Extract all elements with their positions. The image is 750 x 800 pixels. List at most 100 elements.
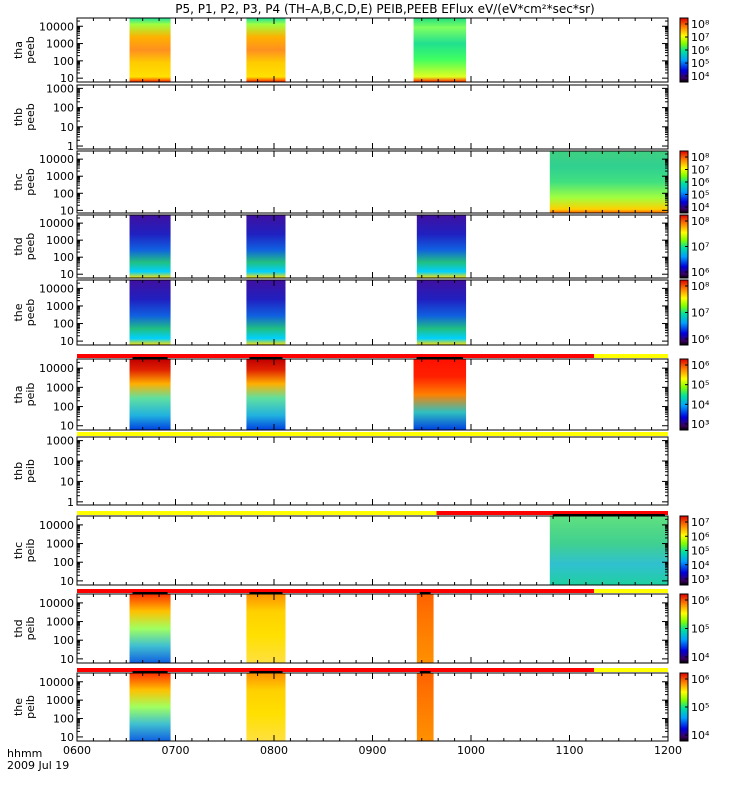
y-tick-label: 1000 bbox=[46, 300, 74, 313]
x-tick-label: 0600 bbox=[63, 744, 91, 757]
colorbar-label: 10⁸ bbox=[691, 215, 710, 228]
burst-marker bbox=[132, 592, 168, 594]
colorbar bbox=[679, 358, 689, 431]
spectrogram-burst bbox=[246, 215, 286, 278]
spectrogram-burst bbox=[416, 280, 467, 345]
spectrogram-burst bbox=[246, 18, 286, 82]
panel-product-label: peib bbox=[24, 617, 37, 641]
figure-title: P5, P1, P2, P3, P4 (TH–A,B,C,D,E) PEIB,P… bbox=[175, 2, 594, 16]
x-tick-label: 1100 bbox=[556, 744, 584, 757]
spectrogram-burst bbox=[129, 359, 171, 430]
panel-probe-label: thd bbox=[12, 619, 25, 637]
status-bar-segment bbox=[77, 511, 437, 515]
spectrogram-burst bbox=[129, 673, 171, 741]
y-tick-label: 10000 bbox=[39, 676, 74, 689]
colorbar-label: 10⁷ bbox=[691, 31, 709, 44]
burst-marker bbox=[419, 592, 431, 594]
burst-marker bbox=[132, 357, 168, 359]
y-tick-label: 100 bbox=[53, 251, 74, 264]
y-tick-label: 10 bbox=[60, 575, 74, 588]
panel-probe-label: thc bbox=[12, 542, 25, 559]
colorbar-label: 10⁵ bbox=[691, 701, 709, 714]
colorbar-label: 10⁶ bbox=[691, 266, 710, 279]
spectrogram-burst bbox=[413, 18, 467, 82]
colorbar-label: 10⁶ bbox=[691, 176, 710, 189]
spectrogram-burst bbox=[246, 673, 286, 741]
colorbar-label: 10⁷ bbox=[691, 307, 709, 320]
colorbar-label: 10⁵ bbox=[691, 545, 709, 558]
y-tick-label: 100 bbox=[53, 318, 74, 331]
spectrogram-burst bbox=[129, 280, 171, 345]
y-tick-label: 1000 bbox=[46, 234, 74, 247]
colorbar-label: 10⁴ bbox=[691, 70, 710, 83]
colorbar-label: 10⁴ bbox=[691, 729, 710, 742]
colorbar-label: 10⁶ bbox=[691, 359, 710, 372]
colorbar-label: 10⁶ bbox=[691, 594, 710, 607]
status-bar-segment bbox=[594, 589, 668, 593]
panel-product-label: peib bbox=[24, 459, 37, 483]
y-tick-label: 10000 bbox=[39, 362, 74, 375]
y-tick-label: 10 bbox=[60, 72, 74, 85]
colorbar-label: 10⁸ bbox=[691, 18, 710, 31]
panel-product-label: peeb bbox=[24, 103, 37, 131]
spectrogram-burst bbox=[129, 594, 171, 663]
spectrogram-burst bbox=[413, 359, 467, 430]
colorbar-label: 10⁶ bbox=[691, 530, 710, 543]
panel-probe-label: thd bbox=[12, 237, 25, 255]
x-tick-label: 1200 bbox=[654, 744, 682, 757]
panel-thd-peib: 10 100 1000 10000 thd peib 10⁴ 10⁵ 10⁶ bbox=[12, 589, 710, 666]
y-tick-label: 10 bbox=[60, 121, 74, 134]
spectrogram-burst bbox=[129, 215, 171, 278]
y-tick-label: 10 bbox=[60, 475, 74, 488]
colorbar-label: 10⁷ bbox=[691, 241, 709, 254]
panel-the-peeb: 10 100 1000 10000 the peeb 10⁶ 10⁷ 10⁸ bbox=[12, 279, 710, 348]
panel-probe-label: thb bbox=[12, 462, 25, 480]
panel-tha-peib: 10 100 1000 10000 tha peib 10³ 10⁴ 10⁵ 10⁶ bbox=[12, 354, 710, 433]
colorbar-label: 10⁴ bbox=[691, 398, 710, 411]
colorbar-label: 10⁸ bbox=[691, 280, 710, 293]
colorbar-label: 10³ bbox=[691, 573, 709, 586]
burst-marker bbox=[132, 671, 168, 673]
spectrogram-burst bbox=[416, 215, 467, 278]
y-tick-label: 10000 bbox=[39, 153, 74, 166]
panel-thd-peeb: 10 100 1000 10000 thd peeb 10⁶ 10⁷ 10⁸ bbox=[12, 214, 710, 281]
burst-marker bbox=[552, 514, 665, 516]
colorbar-label: 10⁶ bbox=[691, 673, 710, 686]
y-tick-label: 100 bbox=[53, 401, 74, 414]
y-tick-label: 1000 bbox=[46, 82, 74, 95]
panel-probe-label: thc bbox=[12, 173, 25, 190]
spectrogram-burst bbox=[416, 594, 434, 663]
y-tick-label: 1000 bbox=[46, 38, 74, 51]
spectrogram-burst bbox=[246, 359, 286, 430]
y-tick-label: 100 bbox=[53, 455, 74, 468]
panel-probe-label: thb bbox=[12, 108, 25, 126]
panel-frame bbox=[76, 84, 669, 150]
time-axis-label: hhmm bbox=[7, 747, 42, 760]
burst-marker bbox=[249, 357, 283, 359]
y-tick-label: 10000 bbox=[39, 20, 74, 33]
panel-probe-label: tha bbox=[12, 41, 25, 59]
status-bar-segment bbox=[594, 668, 668, 672]
y-tick-label: 10000 bbox=[39, 217, 74, 230]
y-tick-label: 1000 bbox=[46, 170, 74, 183]
panel-product-label: peib bbox=[24, 539, 37, 563]
y-tick-label: 10 bbox=[60, 653, 74, 666]
y-tick-label: 10 bbox=[60, 204, 74, 217]
x-tick-label: 0800 bbox=[260, 744, 288, 757]
y-tick-label: 10 bbox=[60, 335, 74, 348]
colorbar-label: 10⁵ bbox=[691, 189, 709, 202]
panel-probe-label: tha bbox=[12, 385, 25, 403]
colorbar-label: 10³ bbox=[691, 418, 709, 431]
panel-product-label: peeb bbox=[24, 168, 37, 196]
y-tick-label: 1000 bbox=[46, 616, 74, 629]
y-tick-label: 1 bbox=[67, 140, 74, 153]
y-tick-label: 10 bbox=[60, 731, 74, 744]
y-tick-label: 100 bbox=[53, 713, 74, 726]
status-bar-segment bbox=[77, 354, 595, 358]
burst-marker bbox=[419, 671, 431, 673]
panel-the-peib: 10 100 1000 10000 the peib 10⁴ 10⁵ 10⁶ bbox=[12, 668, 710, 744]
